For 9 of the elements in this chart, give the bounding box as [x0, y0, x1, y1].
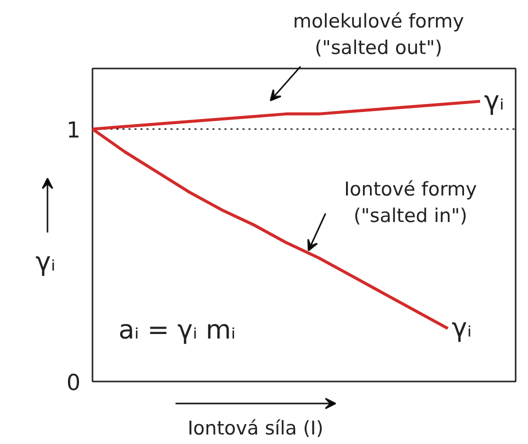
y-tick-label: 0 [66, 371, 81, 396]
x-axis-title: Iontová síla (I) [188, 418, 324, 440]
annotation: aᵢ = γᵢ mᵢ [118, 316, 236, 346]
y-axis-title: γᵢ [35, 248, 56, 278]
series-label: γᵢ [484, 86, 504, 116]
series-label: γᵢ [452, 313, 472, 344]
text: molekulové formy ("salted out") [293, 10, 464, 59]
annotation: Iontové formy ("salted in") [344, 178, 477, 227]
y-tick-label: 1 [66, 118, 81, 144]
